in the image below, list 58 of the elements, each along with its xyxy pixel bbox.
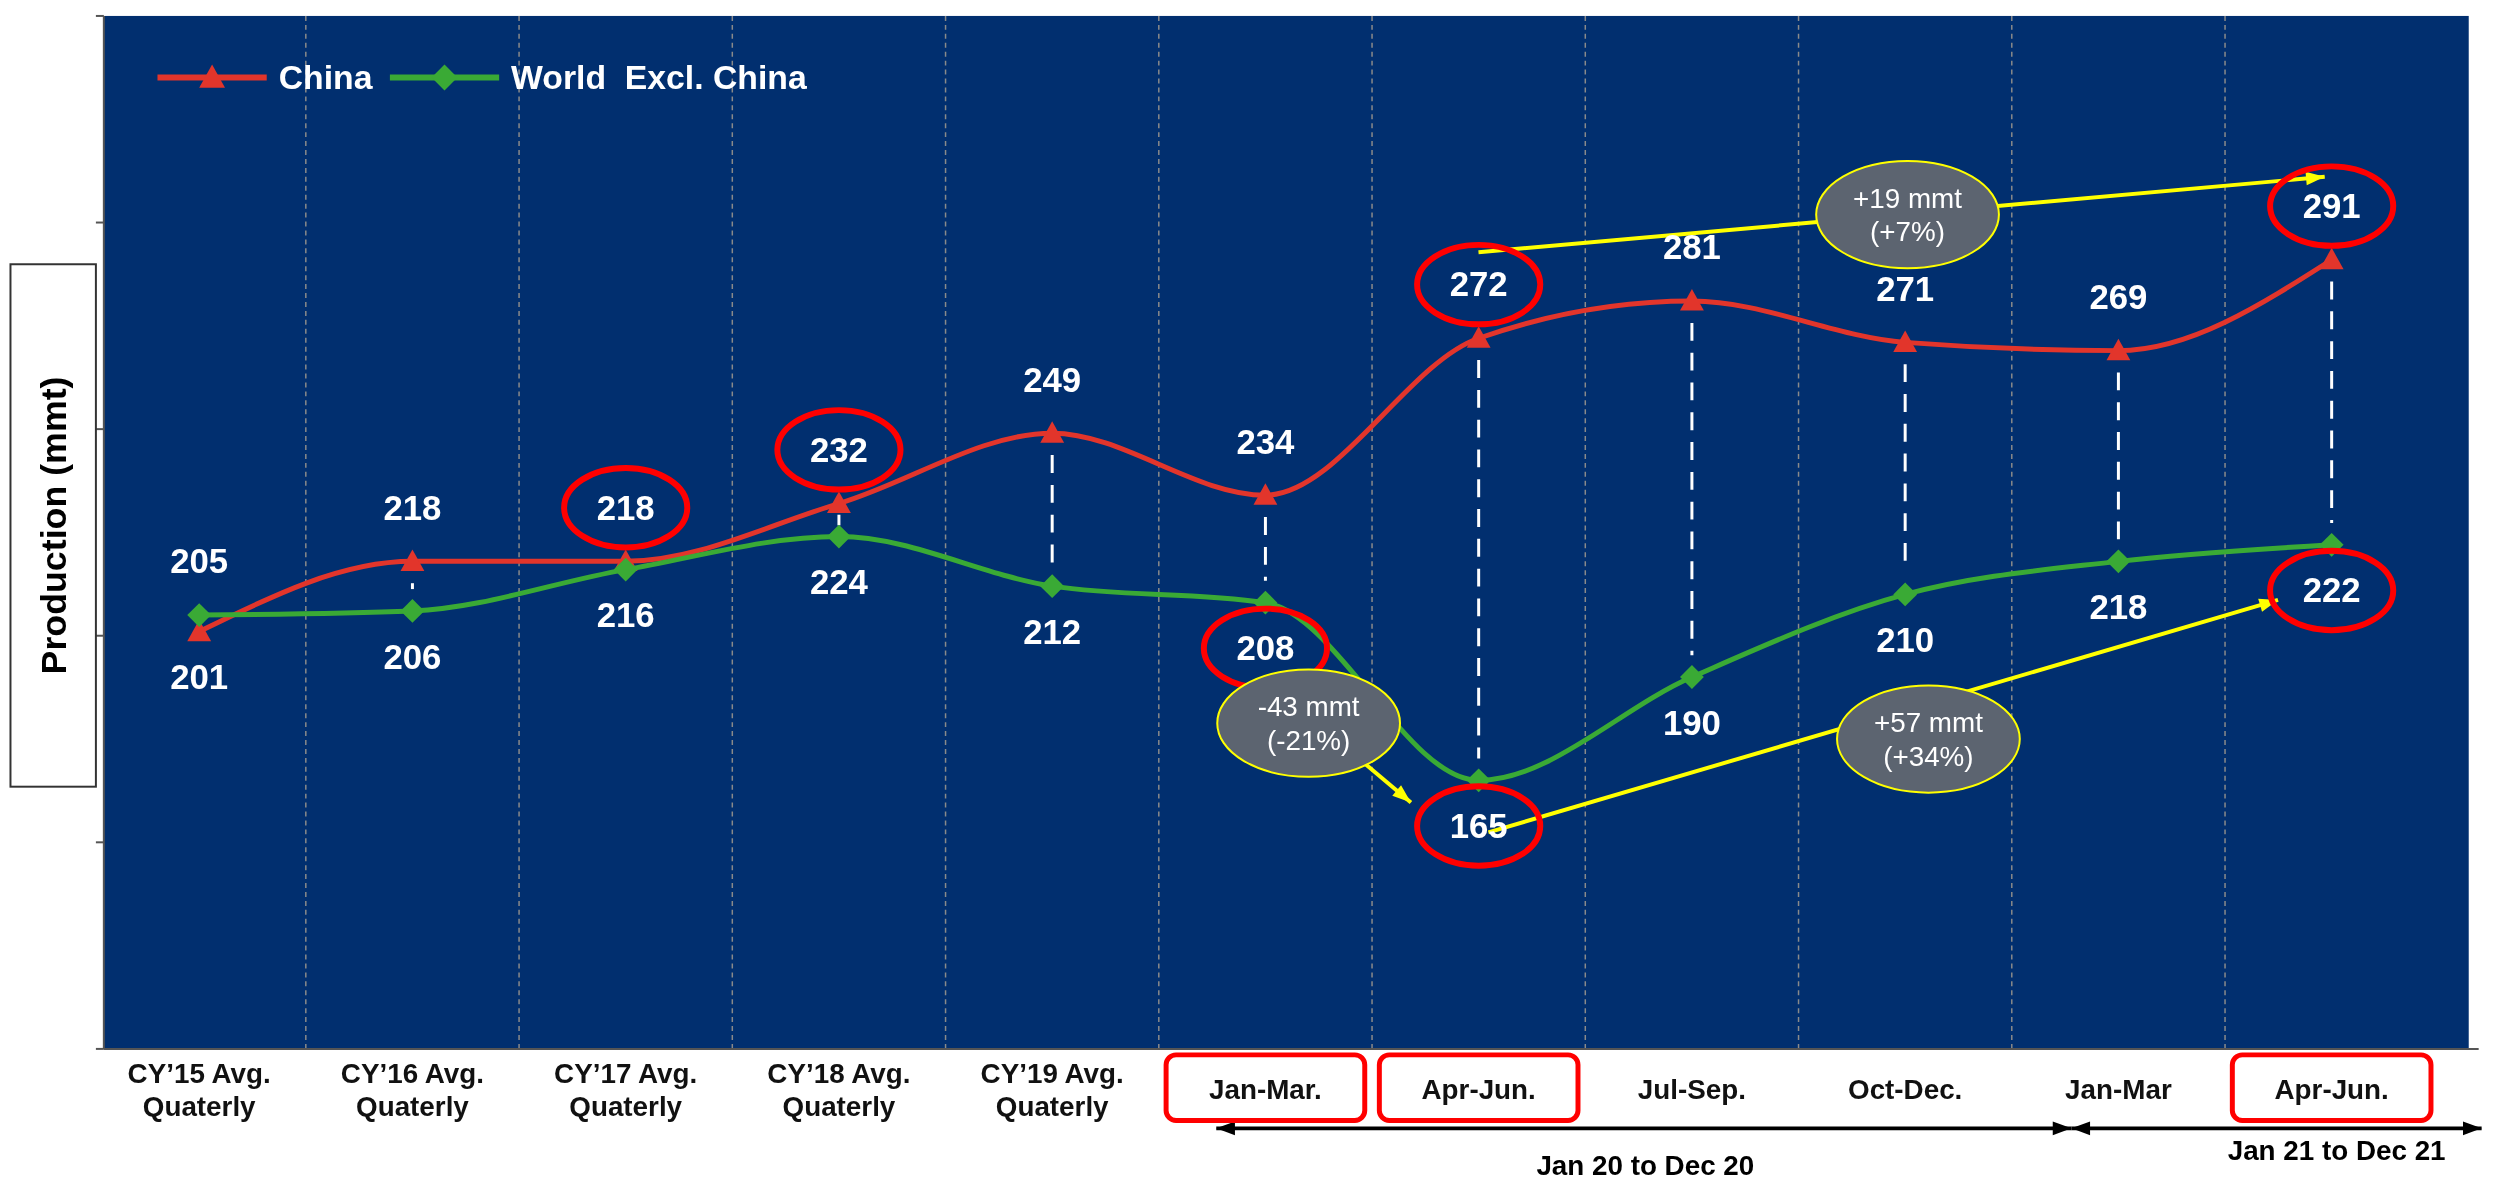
data-label: 281 xyxy=(1662,228,1721,267)
x-tick-label: Jan-Mar xyxy=(2065,1073,2172,1105)
data-label: 269 xyxy=(2089,277,2148,316)
data-label: 224 xyxy=(809,563,869,602)
point xyxy=(1893,330,1918,352)
x-tick-label: Apr-Jun. xyxy=(1421,1073,1536,1105)
data-label: 218 xyxy=(596,488,655,527)
data-label: 206 xyxy=(383,637,442,676)
y-axis-title: Production (mmt) xyxy=(34,376,75,675)
point xyxy=(1253,483,1278,505)
point xyxy=(1893,582,1918,607)
point xyxy=(2106,549,2131,574)
x-tick-label: Jul-Sep. xyxy=(1637,1073,1746,1105)
x-tick-label: CY’17 Avg. Quaterly xyxy=(554,1057,698,1123)
point xyxy=(1040,574,1065,599)
data-label: 216 xyxy=(596,596,655,635)
data-label: 234 xyxy=(1236,422,1296,461)
data-label: 208 xyxy=(1236,629,1295,668)
x-tick-label: CY’18 Avg. Quaterly xyxy=(767,1057,911,1123)
legend-label: World Excl. China xyxy=(511,58,807,97)
x-tick-label: Jan-Mar. xyxy=(1209,1073,1322,1105)
legend-label: China xyxy=(278,58,373,97)
data-label: 201 xyxy=(170,658,229,697)
x-tick-label: CY’16 Avg. Quaterly xyxy=(340,1057,485,1123)
text: Jan 21 to Dec 21 xyxy=(2227,1135,2446,1167)
text: Jan 20 to Dec 20 xyxy=(1536,1150,1755,1182)
point xyxy=(1680,665,1704,689)
x-tick-label: CY’19 Avg. Quaterly xyxy=(980,1057,1124,1123)
annotation: +57 mmt (+34%) xyxy=(1873,707,1984,772)
x-tick-label: Apr-Jun. xyxy=(2274,1073,2389,1105)
data-label: 232 xyxy=(809,430,868,469)
data-label: 218 xyxy=(383,488,442,527)
point xyxy=(187,603,212,627)
data-label: 222 xyxy=(2302,571,2361,610)
point xyxy=(827,491,851,514)
point xyxy=(613,557,638,582)
data-label: 205 xyxy=(170,542,229,581)
x-tick-label: CY’15 Avg. Quaterly xyxy=(127,1057,271,1123)
point xyxy=(827,524,851,549)
data-label: 190 xyxy=(1662,703,1721,742)
point xyxy=(2319,247,2344,270)
data-label: 165 xyxy=(1449,806,1508,845)
point xyxy=(2106,338,2131,361)
point xyxy=(1040,421,1065,443)
data-label: 249 xyxy=(1023,360,1082,399)
annotation: +19 mmt (+7%) xyxy=(1853,182,1963,248)
data-label: 212 xyxy=(1023,612,1082,651)
data-label: 272 xyxy=(1449,265,1508,304)
point xyxy=(1466,326,1491,348)
point xyxy=(1680,289,1704,311)
data-label: 271 xyxy=(1876,269,1935,308)
data-label: 210 xyxy=(1876,621,1935,660)
annotation: -43 mmt (-21%) xyxy=(1257,691,1360,756)
data-label: 218 xyxy=(2089,587,2148,626)
point xyxy=(400,549,425,571)
x-tick-label: Oct-Dec. xyxy=(1848,1073,1963,1105)
data-label: 291 xyxy=(2302,187,2361,226)
point xyxy=(400,599,425,623)
